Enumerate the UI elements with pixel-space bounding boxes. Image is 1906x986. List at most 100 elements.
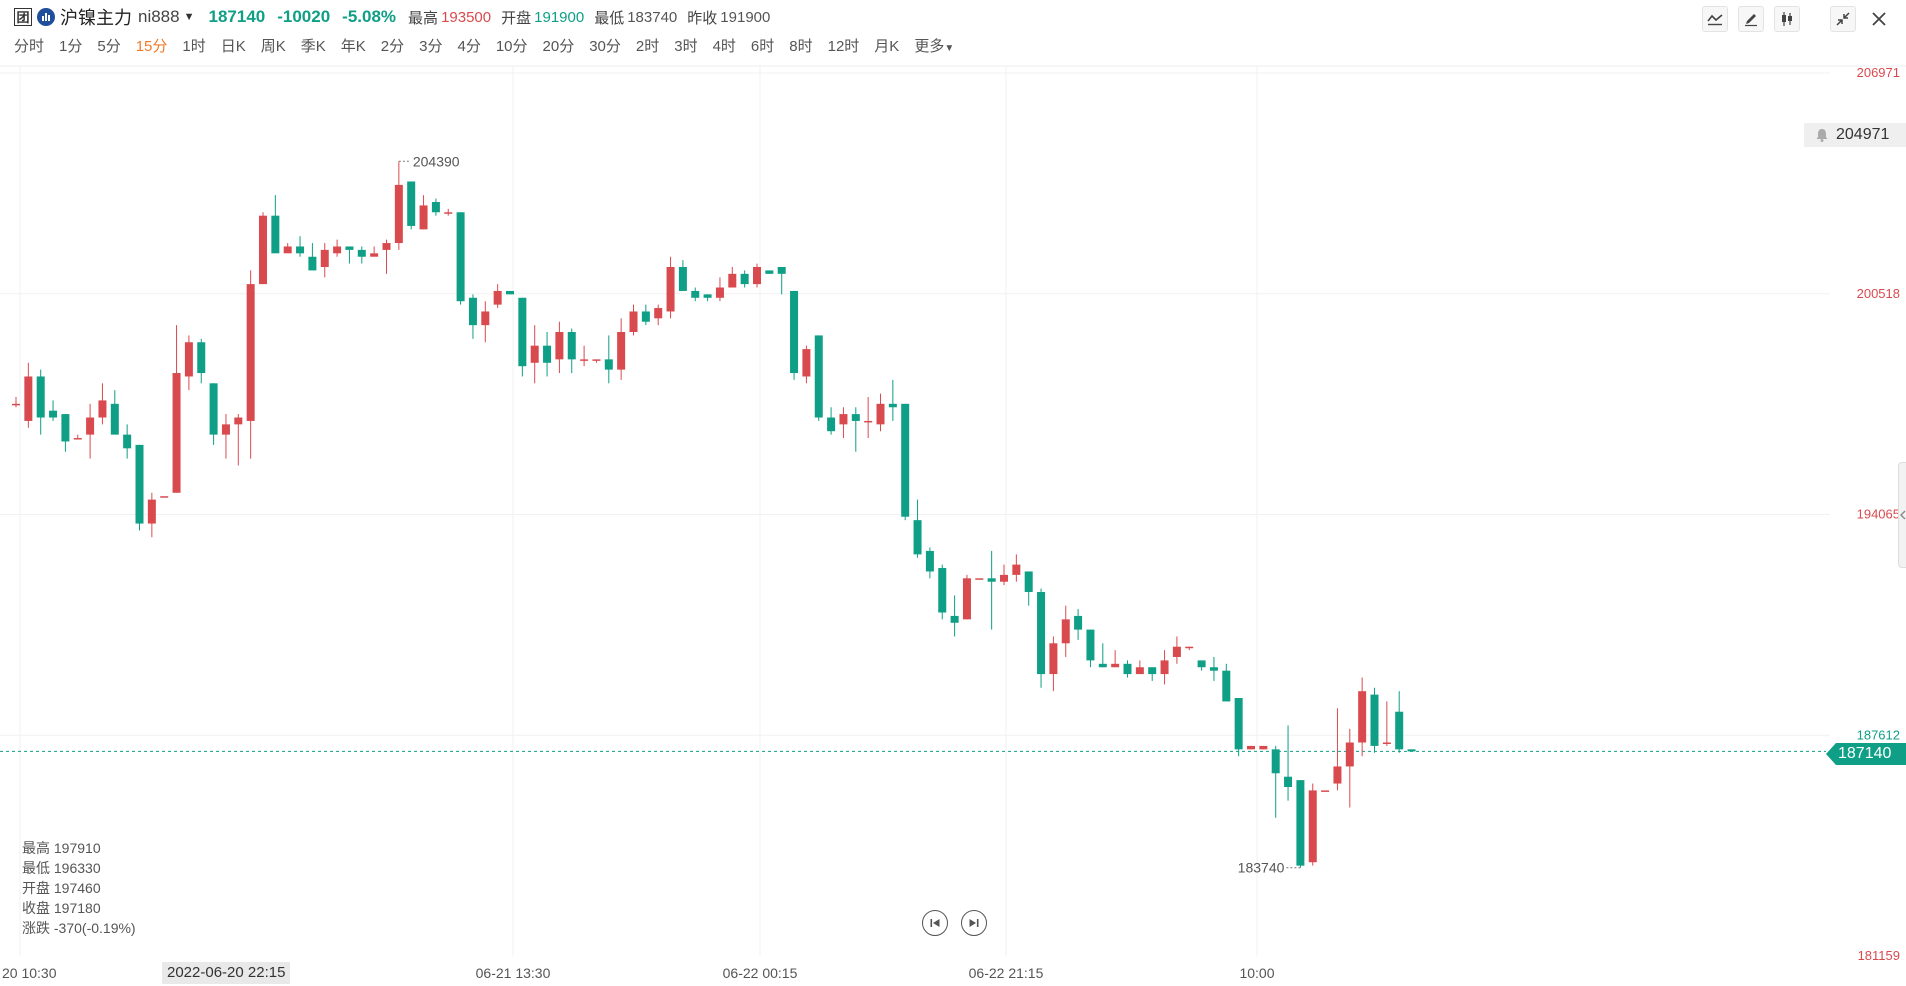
quote-row: 团 沪镍主力 ni888 ▼ 187140 -10020 -5.08% 最高 1… xyxy=(14,6,780,28)
period-tab[interactable]: 8时 xyxy=(789,38,813,55)
ohlc-open-row: 开盘 197460 xyxy=(22,878,136,898)
logo-icon: 团 xyxy=(14,8,32,26)
ohlc-change-row: 涨跌 -370(-0.19%) xyxy=(22,918,136,938)
candle-body xyxy=(666,266,675,312)
chevron-down-icon[interactable]: ▼ xyxy=(183,11,195,23)
candle-body xyxy=(86,417,95,435)
period-tab[interactable]: 月K xyxy=(874,38,900,55)
period-tab[interactable]: 1时 xyxy=(182,38,206,55)
last-price-tag-value: 187140 xyxy=(1838,745,1892,762)
candle-body xyxy=(394,184,403,244)
symbol-name[interactable]: 沪镍主力 xyxy=(60,8,132,28)
indicator-button[interactable] xyxy=(1702,6,1728,32)
candle-body xyxy=(580,359,589,361)
low-marker-label: 183740 xyxy=(1238,860,1285,876)
period-tab[interactable]: 3时 xyxy=(674,38,698,55)
candle-body xyxy=(1370,694,1379,746)
candle-body xyxy=(1086,629,1095,661)
candle-body xyxy=(888,403,897,408)
period-tab[interactable]: 季K xyxy=(300,38,326,55)
ohlc-change-label: 涨跌 xyxy=(22,920,50,936)
candle-body xyxy=(73,438,82,440)
period-tab[interactable]: 30分 xyxy=(589,38,621,55)
prev-close-value: 191900 xyxy=(720,8,771,26)
candle-body xyxy=(530,345,539,363)
scroll-start-button[interactable] xyxy=(922,910,948,936)
period-tab[interactable]: 4时 xyxy=(712,38,736,55)
price-change: -10020 xyxy=(277,7,331,26)
candle-body xyxy=(814,335,823,418)
more-periods-dropdown[interactable]: 更多▼ xyxy=(914,36,954,58)
candle-body xyxy=(1172,646,1181,657)
candle-body xyxy=(172,373,181,493)
candle-body xyxy=(876,403,885,425)
period-tab[interactable]: 2时 xyxy=(635,38,660,55)
period-tab[interactable]: 年K xyxy=(340,38,366,55)
candle-body xyxy=(604,359,613,370)
candle-body xyxy=(493,290,502,305)
indicator-icon xyxy=(1707,14,1723,26)
candle-type-icon xyxy=(1782,12,1792,26)
ohlc-open-label: 开盘 xyxy=(22,880,50,896)
last-price: 187140 xyxy=(208,7,266,26)
candle-body xyxy=(1049,643,1058,675)
candle-body xyxy=(36,376,45,418)
ohlc-high-label: 最高 xyxy=(22,840,50,856)
candle-body xyxy=(950,615,959,623)
draw-pen-icon xyxy=(1745,14,1757,27)
candle-body xyxy=(1321,790,1330,792)
candle-body xyxy=(629,311,638,332)
candle-type-button[interactable] xyxy=(1774,6,1800,32)
period-tab[interactable]: 6时 xyxy=(750,38,775,55)
candle-body xyxy=(1135,667,1144,675)
axis-resize-handle[interactable] xyxy=(1898,462,1906,568)
period-tab[interactable]: 周K xyxy=(260,38,286,55)
price-alert-tag[interactable]: 204971 xyxy=(1804,123,1906,147)
draw-button[interactable] xyxy=(1738,6,1764,32)
chart-type-icon[interactable] xyxy=(37,8,55,26)
high-label: 最高 xyxy=(408,9,439,27)
candle-body xyxy=(456,212,465,302)
candle-body xyxy=(654,308,663,319)
candle-body xyxy=(49,410,58,418)
candle-body xyxy=(567,331,576,360)
low-value: 183740 xyxy=(627,8,678,26)
candle-body xyxy=(1148,667,1157,675)
close-button[interactable] xyxy=(1866,6,1892,32)
period-tab[interactable]: 3分 xyxy=(419,38,443,55)
period-tab[interactable]: 20分 xyxy=(542,38,575,55)
candle-body xyxy=(1209,667,1218,671)
candle-body xyxy=(246,284,255,421)
candle-body xyxy=(1222,670,1231,702)
skip-forward-icon xyxy=(969,919,979,927)
candle-body xyxy=(1185,646,1194,649)
candle-body xyxy=(740,273,749,285)
candle-body xyxy=(147,499,156,524)
x-axis-label: 06-21 13:30 xyxy=(476,965,551,981)
symbol-code[interactable]: ni888 xyxy=(138,7,180,26)
candle-body xyxy=(61,414,70,442)
period-tab[interactable]: 日K xyxy=(220,38,246,55)
period-tab[interactable]: 15分 xyxy=(135,38,168,55)
scroll-end-button[interactable] xyxy=(961,910,987,936)
period-tab[interactable]: 1分 xyxy=(59,38,83,55)
period-tab[interactable]: 5分 xyxy=(97,38,121,55)
candle-body xyxy=(209,383,218,435)
candle-body xyxy=(753,266,761,285)
close-icon xyxy=(1872,12,1886,26)
candle-body xyxy=(333,246,342,254)
period-tab[interactable]: 10分 xyxy=(495,38,528,55)
collapse-button[interactable] xyxy=(1830,6,1856,32)
price-change-pct: -5.08% xyxy=(342,7,397,26)
period-tab[interactable]: 4分 xyxy=(457,38,481,55)
y-axis-label: 181159 xyxy=(1858,948,1900,963)
candle-body xyxy=(678,266,687,291)
period-tab[interactable]: 2分 xyxy=(380,38,405,55)
prev-close-label: 昨收 xyxy=(687,9,718,27)
period-tab[interactable]: 12时 xyxy=(827,38,860,55)
y-axis-label: 187612 xyxy=(1857,727,1900,742)
crosshair-date-tag: 2022-06-20 22:15 xyxy=(162,962,291,984)
period-tab[interactable]: 分时 xyxy=(14,38,45,55)
x-axis-label: 10:00 xyxy=(1239,965,1274,981)
